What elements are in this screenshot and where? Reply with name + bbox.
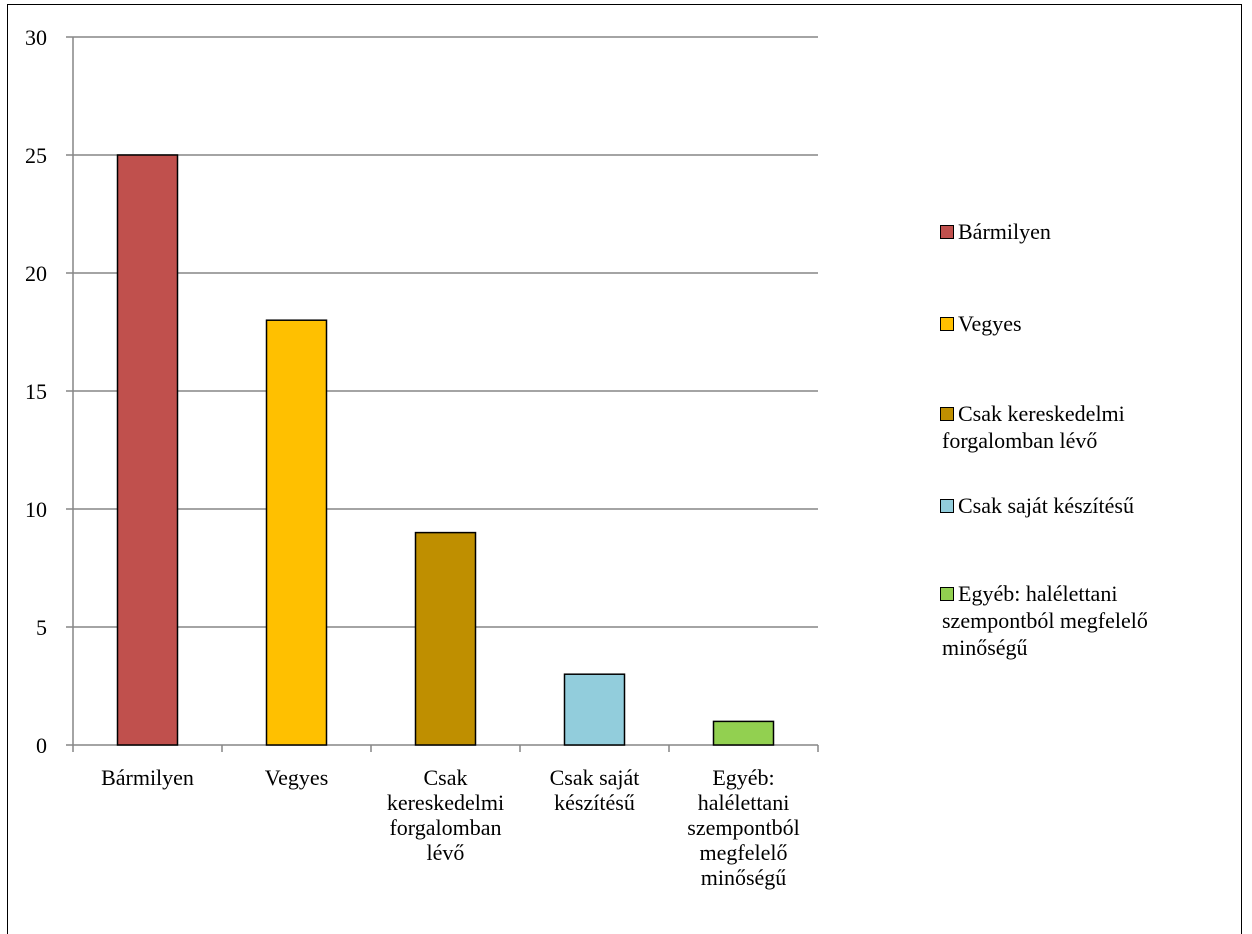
y-tick-label: 0: [36, 733, 47, 758]
legend-item: Csak saját készítésű: [940, 492, 1134, 519]
legend-item: Csak kereskedelmi forgalomban lévő: [940, 400, 1125, 454]
legend-swatch: [940, 225, 954, 239]
y-tick-label: 20: [25, 261, 47, 286]
y-axis: 0 5 10 15 20 25 30: [25, 25, 74, 758]
legend-label: minőségű: [942, 635, 1028, 660]
legend-swatch: [940, 317, 954, 331]
legend-swatch: [940, 587, 954, 601]
legend-label: Bármilyen: [958, 219, 1051, 244]
y-tick-label: 30: [25, 25, 47, 50]
legend-swatch: [940, 407, 954, 421]
bar: [563, 673, 626, 746]
legend-label: szempontból megfelelő: [942, 608, 1148, 633]
bar: [116, 154, 179, 746]
legend-item: Vegyes: [940, 310, 1022, 337]
category-labels: Bármilyen Vegyes Csakkereskedelmiforgalomb…: [101, 765, 800, 890]
x-tick-label: forgalomban: [389, 815, 501, 840]
x-tick-label: Bármilyen: [101, 765, 194, 790]
x-tick-label: lévő: [427, 840, 465, 865]
x-tick-label: szempontból: [687, 815, 799, 840]
x-tick-label: kereskedelmi: [387, 790, 504, 815]
x-tick-label: minőségű: [701, 865, 787, 890]
y-tick-label: 10: [25, 497, 47, 522]
y-tick-label: 5: [36, 615, 47, 640]
legend-label: Csak kereskedelmi: [958, 401, 1125, 426]
x-tick-label: Csak: [424, 765, 468, 790]
legend-item: Bármilyen: [940, 218, 1051, 245]
bar: [712, 720, 775, 746]
legend-label: forgalomban lévő: [942, 428, 1098, 453]
y-tick-label: 25: [25, 143, 47, 168]
y-tick-label: 15: [25, 379, 47, 404]
bar: [414, 531, 477, 746]
x-tick-label: halélettani: [698, 790, 790, 815]
legend-label: Csak saját készítésű: [958, 493, 1134, 518]
legend-swatch: [940, 499, 954, 513]
bars: [116, 154, 775, 746]
x-tick-label: Egyéb:: [712, 765, 774, 790]
gridlines: [73, 36, 818, 628]
chart-frame: [7, 4, 1242, 934]
x-tick-label: Vegyes: [265, 765, 329, 790]
legend-label: Egyéb: halélettani: [958, 581, 1118, 606]
x-tick-label: Csak saját: [550, 765, 640, 790]
legend-item: Egyéb: halélettani szempontból megfelelő m…: [940, 580, 1148, 661]
x-tick-label: megfelelő: [700, 840, 788, 865]
x-axis: [72, 744, 819, 752]
legend-label: Vegyes: [958, 311, 1022, 336]
bar: [265, 319, 328, 746]
x-tick-label: készítésű: [554, 790, 635, 815]
